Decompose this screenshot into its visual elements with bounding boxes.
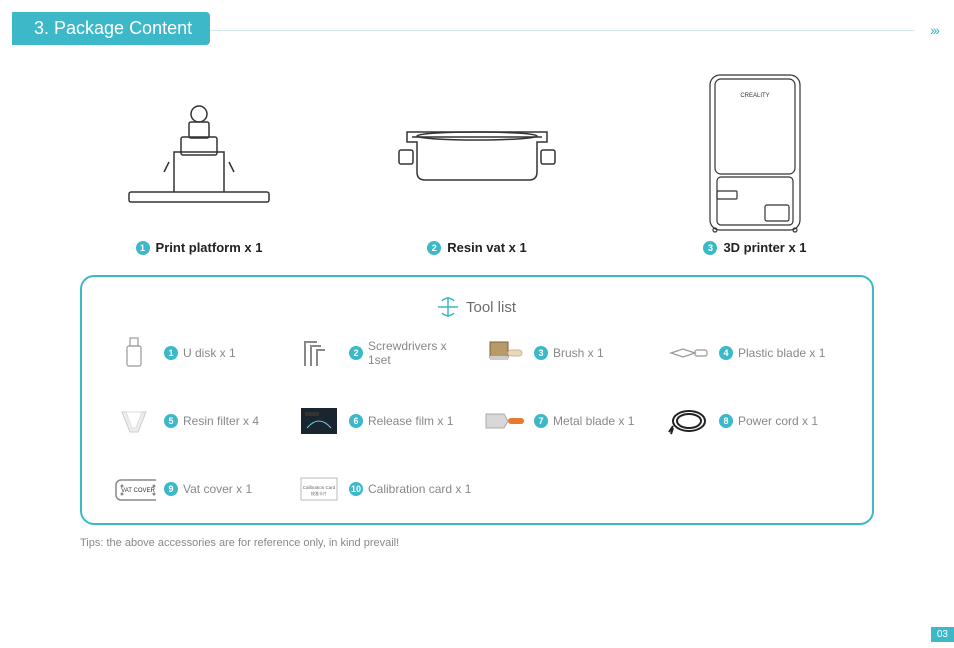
svg-text:VAT COVER: VAT COVER: [121, 488, 155, 494]
tool-label-text: Power cord x 1: [738, 414, 818, 428]
resin-vat-illustration: [387, 72, 567, 232]
tool-screwdrivers: 2 Screwdrivers x 1set: [297, 335, 472, 371]
tool-brush: 3 Brush x 1: [482, 335, 657, 371]
tool-power-cord: 8 Power cord x 1: [667, 403, 842, 439]
section-header: 3. Package Content ›››: [0, 12, 954, 52]
tool-resin-filter: 5 Resin filter x 4: [112, 403, 287, 439]
tool-release-film: 6 Release film x 1: [297, 403, 472, 439]
brush-icon: [482, 335, 526, 371]
header-chevrons-icon: ›››: [930, 22, 938, 38]
tool-metal-blade: 7 Metal blade x 1: [482, 403, 657, 439]
tool-label-text: Metal blade x 1: [553, 414, 634, 428]
tool-list-title: Tool list: [112, 297, 842, 317]
tool-label-text: Screwdrivers x 1set: [368, 339, 472, 367]
section-title-tab: 3. Package Content: [12, 12, 210, 45]
num-badge: 9: [164, 482, 178, 496]
num-badge: 6: [349, 414, 363, 428]
main-item-resin-vat: 2 Resin vat x 1: [338, 72, 616, 255]
tool-label-text: Calibration card x 1: [368, 482, 471, 496]
calibration-card-icon: Calibration Card校准卡片: [297, 471, 341, 507]
label-text: Print platform x 1: [156, 240, 263, 255]
svg-text:Calibration Card: Calibration Card: [303, 485, 336, 490]
tool-vat-cover: VAT COVER 9 Vat cover x 1: [112, 471, 287, 507]
print-platform-illustration: [119, 72, 279, 232]
header-divider: [190, 30, 914, 31]
svg-text:校准卡片: 校准卡片: [311, 490, 327, 496]
svg-text:CREALITY: CREALITY: [740, 93, 769, 99]
tool-grid: 1 U disk x 1 2 Screwdrivers x 1set 3 Brush …: [112, 335, 842, 507]
num-badge: 1: [136, 241, 150, 255]
main-item-print-platform: 1 Print platform x 1: [60, 72, 338, 255]
tool-label-text: U disk x 1: [183, 346, 236, 360]
page-number: 03: [931, 627, 954, 642]
power-cord-icon: [667, 403, 711, 439]
crosshair-icon: [438, 297, 458, 317]
num-badge: 3: [534, 346, 548, 360]
main-item-label: 2 Resin vat x 1: [427, 240, 527, 255]
num-badge: 4: [719, 346, 733, 360]
plastic-blade-icon: [667, 335, 711, 371]
num-badge: 2: [349, 346, 363, 360]
tool-list-panel: Tool list 1 U disk x 1 2 Screwdrivers x 1s…: [80, 275, 874, 525]
num-badge: 7: [534, 414, 548, 428]
num-badge: 2: [427, 241, 441, 255]
label-text: Resin vat x 1: [447, 240, 527, 255]
u-disk-icon: [112, 335, 156, 371]
resin-filter-icon: [112, 403, 156, 439]
printer-illustration: CREALITY: [695, 72, 815, 232]
tool-plastic-blade: 4 Plastic blade x 1: [667, 335, 842, 371]
num-badge: 1: [164, 346, 178, 360]
tool-label-text: Vat cover x 1: [183, 482, 252, 496]
tool-calibration-card: Calibration Card校准卡片 10 Calibration card …: [297, 471, 472, 507]
vat-cover-icon: VAT COVER: [112, 471, 156, 507]
tool-u-disk: 1 U disk x 1: [112, 335, 287, 371]
tool-label-text: Release film x 1: [368, 414, 453, 428]
num-badge: 3: [703, 241, 717, 255]
metal-blade-icon: [482, 403, 526, 439]
main-item-label: 3 3D printer x 1: [703, 240, 806, 255]
label-text: 3D printer x 1: [723, 240, 806, 255]
release-film-icon: [297, 403, 341, 439]
num-badge: 5: [164, 414, 178, 428]
main-item-3d-printer: CREALITY 3 3D printer x 1: [616, 72, 894, 255]
main-items-row: 1 Print platform x 1 2 Resin vat x 1: [60, 72, 894, 255]
num-badge: 10: [349, 482, 363, 496]
main-item-label: 1 Print platform x 1: [136, 240, 263, 255]
tool-label-text: Resin filter x 4: [183, 414, 259, 428]
tips-text: Tips: the above accessories are for refe…: [80, 537, 874, 549]
screwdrivers-icon: [297, 335, 341, 371]
tool-label-text: Plastic blade x 1: [738, 346, 825, 360]
tool-label-text: Brush x 1: [553, 346, 604, 360]
tool-list-title-text: Tool list: [466, 299, 516, 316]
num-badge: 8: [719, 414, 733, 428]
